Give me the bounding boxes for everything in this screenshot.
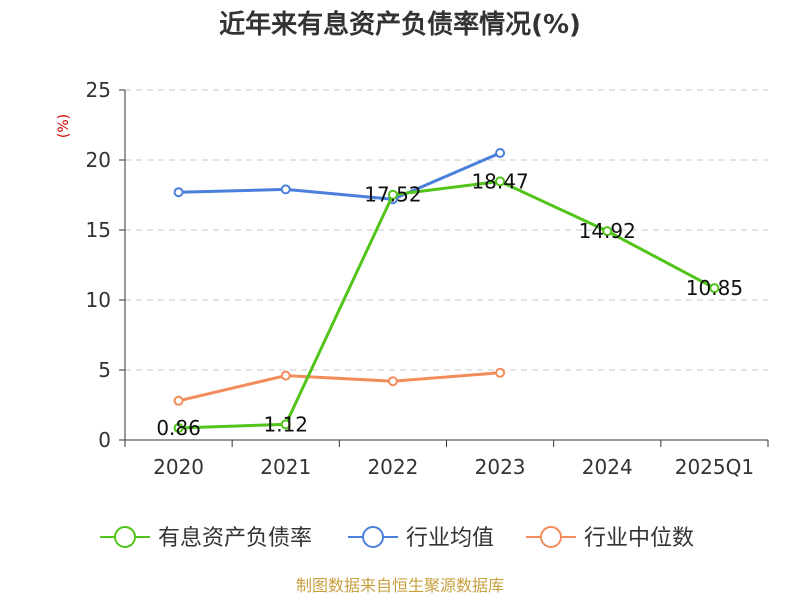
x-tick-label: 2021 <box>260 455 311 479</box>
x-tick-label: 2020 <box>153 455 204 479</box>
x-tick-label: 2022 <box>367 455 418 479</box>
series-layer <box>173 148 720 433</box>
data-label: 17.52 <box>364 183 421 207</box>
data-point <box>709 283 720 294</box>
y-tick-label: 0 <box>98 428 111 452</box>
data-point <box>280 419 291 430</box>
y-axis-label: (%) <box>56 114 72 138</box>
data-label: 18.47 <box>471 169 528 193</box>
legend: 有息资产负债率 行业均值 行业中位数 <box>100 526 694 551</box>
y-tick-label: 5 <box>98 358 111 382</box>
legend-marker <box>362 526 384 548</box>
data-label: 14.92 <box>579 219 636 243</box>
data-point <box>387 376 398 387</box>
data-labels: 0.86 1.12 17.52 18.47 14.92 10.85 <box>156 169 743 440</box>
data-point <box>495 176 506 187</box>
grid-lines <box>125 89 768 371</box>
data-point <box>173 422 184 433</box>
data-label: 0.86 <box>156 416 201 440</box>
y-tick-label: 10 <box>86 288 111 312</box>
series-line <box>178 371 501 403</box>
data-point <box>495 367 506 378</box>
source-note: 制图数据来自恒生聚源数据库 <box>296 576 504 595</box>
axes: 0 5 10 15 20 25 2020 2021 2022 2023 2024 2025Q1 <box>86 78 769 479</box>
chart-title: 近年来有息资产负债率情况(%) <box>219 9 581 40</box>
x-tick-label: 2023 <box>475 455 526 479</box>
legend-label: 行业均值 <box>406 526 494 551</box>
y-tick-label: 20 <box>86 148 111 172</box>
legend-label: 行业中位数 <box>584 526 694 551</box>
legend-marker <box>114 526 136 548</box>
data-point <box>173 187 184 198</box>
data-point <box>602 226 613 237</box>
data-point <box>173 395 184 406</box>
x-tick-label: 2024 <box>582 455 633 479</box>
series-line <box>178 179 716 430</box>
x-tick-label: 2025Q1 <box>675 455 754 479</box>
y-tick-label: 15 <box>86 218 111 242</box>
data-point <box>280 370 291 381</box>
series-line <box>178 151 501 201</box>
data-point <box>387 189 398 200</box>
data-point <box>280 184 291 195</box>
y-tick-label: 25 <box>86 78 111 102</box>
legend-label: 有息资产负债率 <box>158 526 312 551</box>
legend-marker <box>540 526 562 548</box>
data-label: 10.85 <box>686 276 743 300</box>
data-label: 1.12 <box>263 412 308 436</box>
data-point <box>495 148 506 158</box>
